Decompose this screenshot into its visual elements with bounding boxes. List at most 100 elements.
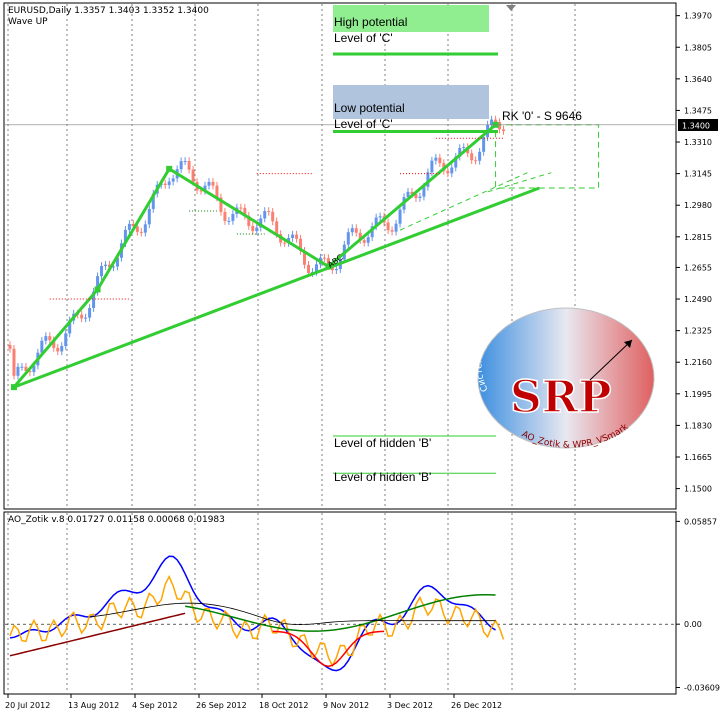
price-axis: 1.3970 1.3805 1.3640 1.3475 1.3310 1.3145 1.29… [676,12,712,494]
candle-body [498,122,502,130]
price-tick-label: 1.3970 [684,12,712,21]
candle-body [450,167,454,174]
indicator-info: AO_Zotik v.8 0.01727 0.01158 0.00068 0.0… [8,515,225,525]
ao-black-line [89,602,496,626]
candle-body [139,231,143,233]
candle-body [211,181,215,186]
candle-body [243,207,247,216]
price-tick-label: 1.2325 [684,327,712,336]
srp-logo: Система раннего прогнозирования SRP AO_Z… [474,294,655,451]
candle-body [28,371,32,373]
date-axis: 20 Jul 2012 13 Aug 2012 4 Sep 2012 26 Sep 2… [5,694,502,710]
candle-body [350,228,354,233]
candle-body [462,147,466,149]
candle-body [44,336,48,341]
ao-orange-line [9,574,505,668]
candle-body [394,223,398,232]
candle-body [115,257,119,267]
price-tick-label: 1.2490 [684,295,712,304]
candle-body [191,169,195,182]
candle-body [326,258,330,267]
price-tick-label: 1.3310 [684,138,712,147]
candle-body [275,221,279,235]
wave-node [166,165,173,172]
candle-body [203,185,207,191]
candle-body [430,160,434,173]
candle-body [418,196,422,199]
candle-body [52,340,56,348]
candle-body [478,151,482,161]
price-tick-label: 1.3640 [684,75,712,84]
candle-body [378,216,382,218]
candle-body [179,161,183,170]
chart-shift-marker[interactable] [506,5,516,11]
wave-node [325,263,332,270]
candle-body [386,222,390,231]
price-tick-label: 1.1830 [684,421,712,430]
price-tick-label: 1.2160 [684,358,712,367]
date-tick-label: 26 Sep 2012 [196,701,247,710]
candle-body [223,211,227,222]
candle-body [64,333,68,347]
candle-body [470,153,474,161]
candle-body [259,218,263,228]
candle-body [346,232,350,245]
candle-body [422,186,426,197]
candle-body [283,242,287,244]
symbol-info: EURUSD,Daily 1.3357 1.3403 1.3352 1.3400 [8,6,209,16]
candle-body [199,190,203,192]
indicator-tick-label: -0.03609 [684,684,720,693]
candle-body [92,291,96,309]
candle-body [231,213,235,221]
candle-body [215,185,219,198]
candle-body [247,215,251,226]
logo-letters: SRP [510,372,611,423]
candle-body [8,344,12,349]
hidden-b-label-1: Level of hidden 'B' [334,436,431,450]
indicator-panel[interactable] [3,511,677,695]
ao-darkred-line [9,612,186,657]
candle-body [458,148,462,157]
price-tick-label: 1.3475 [684,106,712,115]
candle-body [414,194,418,199]
ao-zotik-indicator [5,555,676,672]
candle-body [227,220,231,222]
candle-body [84,317,88,319]
candle-body [271,211,275,222]
date-tick-label: 18 Oct 2012 [259,701,308,710]
candle-body [20,366,24,368]
candle-body [334,269,338,271]
candle-body [307,264,310,274]
candle-body [358,232,362,241]
candle-body [354,228,358,233]
candle-body [502,129,506,132]
candle-body [108,264,111,268]
candle-body [219,197,223,212]
candle-body [207,181,211,186]
current-price-label: 1.3400 [682,122,710,131]
candle-body [434,157,438,161]
candle-body [494,119,498,123]
high-potential-zone [333,5,489,32]
wave-label: Wave UP [8,17,48,27]
date-tick-label: 20 Jul 2012 [5,701,50,710]
candle-body [32,365,36,373]
high-potential-label: High potential [334,15,407,29]
candle-body [143,224,147,233]
wave-overlays [5,52,676,474]
candle-body [406,191,410,198]
candle-body [263,211,267,219]
candle-body [96,276,100,292]
low-potential-label: Low potential [334,101,405,115]
candle-body [12,348,16,376]
candle-body [123,229,127,244]
channel-line [487,172,552,193]
candle-body [303,250,307,265]
candle-body [127,223,131,230]
candle-body [251,225,255,232]
candle-body [56,347,60,352]
candle-body [426,172,430,187]
candle-body [40,340,44,353]
candle-body [322,257,326,259]
